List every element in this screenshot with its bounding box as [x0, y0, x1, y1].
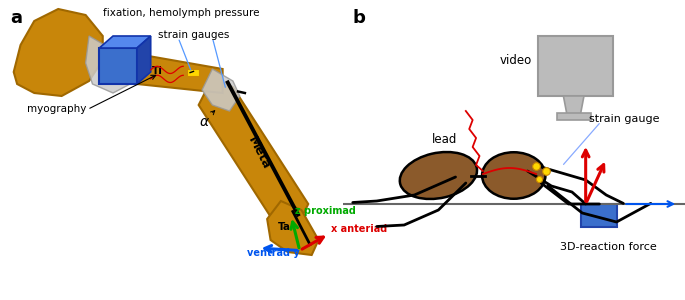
Text: α: α: [199, 115, 208, 128]
Ellipse shape: [400, 152, 477, 199]
Text: myography: myography: [27, 104, 87, 115]
Polygon shape: [14, 9, 103, 96]
Bar: [556, 112, 590, 120]
Polygon shape: [99, 36, 151, 48]
Text: z proximad: z proximad: [295, 206, 356, 216]
Polygon shape: [86, 36, 130, 93]
Bar: [581, 204, 616, 226]
Ellipse shape: [482, 152, 545, 199]
Text: Ta: Ta: [278, 221, 290, 232]
Text: ventrad y: ventrad y: [247, 248, 299, 259]
Text: lead: lead: [432, 133, 457, 146]
Polygon shape: [99, 48, 137, 84]
Text: video: video: [500, 53, 532, 67]
Polygon shape: [563, 96, 584, 114]
Text: Meta: Meta: [245, 134, 273, 172]
Polygon shape: [137, 36, 151, 84]
Polygon shape: [267, 201, 319, 255]
Text: b: b: [353, 9, 366, 27]
Bar: [186, 69, 199, 76]
Text: x anteriad: x anteriad: [331, 224, 388, 235]
Polygon shape: [199, 78, 308, 225]
Text: 3D-reaction force: 3D-reaction force: [560, 242, 657, 251]
Text: a: a: [10, 9, 23, 27]
Text: fixation, hemolymph pressure: fixation, hemolymph pressure: [103, 8, 259, 19]
Text: Ti: Ti: [152, 65, 163, 76]
Bar: [538, 36, 613, 96]
Polygon shape: [137, 54, 223, 93]
Polygon shape: [202, 69, 240, 111]
Text: strain gauge: strain gauge: [589, 113, 660, 124]
Text: strain gauges: strain gauges: [158, 29, 229, 40]
